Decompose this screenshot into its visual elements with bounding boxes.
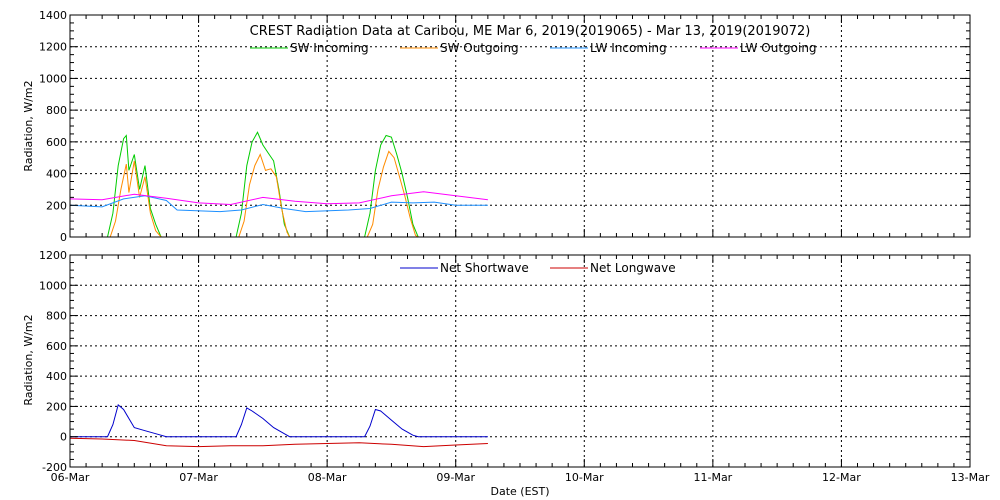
y-tick-label: 800 (46, 310, 67, 323)
bottom-plot-frame (69, 254, 971, 468)
bottom-series (69, 404, 488, 448)
top-grid (70, 15, 970, 237)
legend-label: SW Incoming (290, 41, 369, 55)
top-ticks: 0 200 400 600 800 1000 1200 1400 (39, 9, 971, 244)
legend-label: LW Incoming (590, 41, 667, 55)
top-legend: SW Incoming SW Outgoing LW Incoming LW Outg… (250, 41, 817, 55)
y-axis-label-top: Radiation, W/m2 (22, 80, 35, 171)
y-tick-label: 1000 (39, 72, 67, 85)
legend-item-sw-outgoing: SW Outgoing (400, 41, 519, 55)
x-tick-label: 12-Mar (822, 471, 861, 484)
x-tick-label: 11-Mar (693, 471, 732, 484)
series-line-lw-incoming (69, 195, 488, 213)
y-tick-label: 1200 (39, 249, 67, 262)
series-line-sw-incoming (70, 131, 456, 238)
series-line-lw-outgoing (69, 191, 488, 206)
legend-label: Net Longwave (590, 261, 676, 275)
top-plot-frame (69, 14, 971, 238)
y-tick-label: 0 (60, 231, 67, 244)
legend-item-lw-incoming: LW Incoming (550, 41, 667, 55)
bottom-legend: Net Shortwave Net Longwave (400, 261, 676, 275)
legend-label: LW Outgoing (740, 41, 817, 55)
x-axis-label: Date (EST) (490, 485, 549, 498)
y-tick-label: 0 (60, 431, 67, 444)
y-tick-label: 400 (46, 370, 67, 383)
chart-title: CREST Radiation Data at Caribou, ME Mar … (250, 24, 811, 39)
top-chart: CREST Radiation Data at Caribou, ME Mar … (22, 9, 971, 244)
y-tick-label: -200 (42, 461, 67, 474)
top-series (69, 131, 488, 238)
y-tick-label: 200 (46, 199, 67, 212)
bottom-chart: Radiation, W/m2 Date (EST) -200 0 200 400 60… (22, 249, 990, 498)
y-axis-label-bottom: Radiation, W/m2 (22, 314, 35, 405)
x-tick-label: 08-Mar (308, 471, 347, 484)
legend-item-net-longwave: Net Longwave (550, 261, 676, 275)
legend-item-sw-incoming: SW Incoming (250, 41, 369, 55)
y-tick-label: 1200 (39, 41, 67, 54)
y-tick-label: 600 (46, 136, 67, 149)
y-tick-label: 1400 (39, 9, 67, 22)
series-line-sw-outgoing (70, 150, 456, 238)
x-tick-label: 09-Mar (436, 471, 475, 484)
x-tick-label: 06-Mar (51, 471, 90, 484)
legend-item-net-shortwave: Net Shortwave (400, 261, 529, 275)
bottom-grid (70, 255, 970, 467)
series-line-net-shortwave (70, 404, 488, 438)
x-tick-label: 10-Mar (565, 471, 604, 484)
legend-item-lw-outgoing: LW Outgoing (700, 41, 817, 55)
x-tick-label: 13-Mar (951, 471, 990, 484)
y-tick-label: 200 (46, 400, 67, 413)
y-tick-label: 600 (46, 340, 67, 353)
y-tick-label: 800 (46, 104, 67, 117)
legend-label: SW Outgoing (440, 41, 519, 55)
x-tick-label: 07-Mar (179, 471, 218, 484)
legend-label: Net Shortwave (440, 261, 529, 275)
series-line-net-longwave (69, 437, 488, 448)
y-tick-label: 1000 (39, 279, 67, 292)
y-tick-label: 400 (46, 168, 67, 181)
